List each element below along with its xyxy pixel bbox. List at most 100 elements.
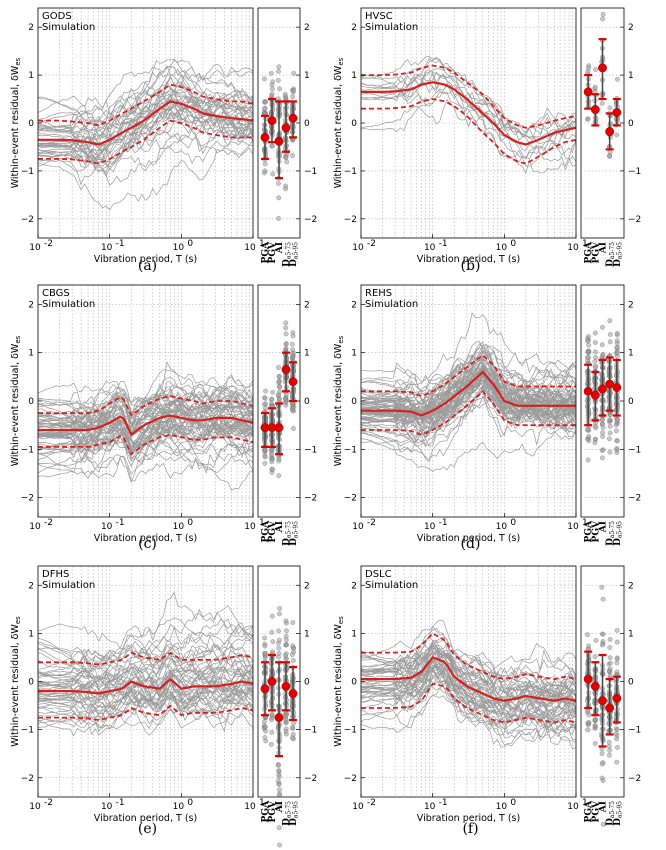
im-record-point <box>276 365 281 370</box>
y-axis-label: Within-event residual, δWes <box>333 616 345 747</box>
im-record-point <box>289 341 295 347</box>
im-y-tick-label: −2 <box>304 494 317 504</box>
im-record-point <box>607 339 613 345</box>
x-tick-exponent: 1 <box>259 239 265 249</box>
main-grid <box>38 566 253 797</box>
im-record-point <box>283 712 289 718</box>
im-record-point <box>270 639 276 644</box>
im-record-point <box>593 349 598 355</box>
y-tick-label: 2 <box>351 581 357 591</box>
im-record-point <box>586 348 591 354</box>
x-axis-label: Vibration period, T (s) <box>94 254 197 265</box>
im-mean-marker <box>598 384 607 394</box>
im-record-point <box>283 637 289 643</box>
im-record-point <box>614 338 620 344</box>
x-tick-exponent: -2 <box>44 518 53 528</box>
im-record-point <box>593 355 598 360</box>
im-record-point <box>276 181 281 186</box>
im-mean-marker <box>590 390 600 400</box>
im-record-point <box>283 155 289 161</box>
lower-bound-line <box>361 98 576 165</box>
im-record-point <box>269 82 275 88</box>
record-line <box>361 652 576 697</box>
im-record-point <box>283 396 289 402</box>
panel-title: DSLC <box>365 569 392 580</box>
y-tick-label: −2 <box>21 774 34 784</box>
y-tick-label: −1 <box>21 167 34 177</box>
im-record-point <box>276 802 281 808</box>
im-record-point <box>615 353 620 359</box>
im-record-point <box>615 344 620 350</box>
median-line <box>38 414 253 437</box>
record-line <box>38 65 253 113</box>
im-y-tick-label: 1 <box>628 629 634 639</box>
im-mean-marker <box>598 696 607 706</box>
record-line <box>361 660 576 708</box>
im-record-point <box>614 656 620 662</box>
record-line <box>361 669 576 731</box>
panel-caption: (d) <box>461 536 481 552</box>
im-record-point <box>262 735 268 740</box>
im-record-point <box>607 430 613 436</box>
im-y-tick-label: 2 <box>304 581 310 591</box>
im-y-tick-label: −1 <box>304 445 317 455</box>
im-record-point <box>615 76 620 82</box>
record-line <box>361 358 576 403</box>
im-label: AI <box>599 521 609 533</box>
record-line <box>38 686 253 725</box>
im-record-point <box>290 94 296 100</box>
im-record-point <box>269 143 275 149</box>
record-line <box>38 58 253 128</box>
y-tick-label: 0 <box>351 678 357 688</box>
y-tick-label: 0 <box>28 678 34 688</box>
im-record-point <box>283 731 289 737</box>
im-record-point <box>607 423 613 429</box>
im-record-point <box>291 71 297 76</box>
record-line <box>361 666 576 726</box>
im-label-subscript: a5-75 <box>609 521 616 538</box>
im-label-subscript: a5-95 <box>616 521 623 538</box>
im-record-point <box>270 389 275 395</box>
record-line <box>361 375 576 444</box>
record-line <box>38 415 253 449</box>
upper-bound-line <box>38 83 253 127</box>
im-record-point <box>600 631 606 637</box>
im-record-point <box>262 161 268 167</box>
im-record-point <box>290 88 296 93</box>
im-record-point <box>599 448 605 453</box>
record-line <box>361 694 576 743</box>
x-tick-label: 10 <box>424 522 436 532</box>
y-axis-label: Within-event residual, δWes <box>333 57 345 188</box>
im-record-point <box>262 461 268 466</box>
x-tick-exponent: 0 <box>187 798 193 808</box>
y-axis-label-main: Within-event residual, δW <box>333 624 344 747</box>
im-record-point <box>592 340 598 345</box>
im-mean-marker <box>281 681 291 691</box>
im-record-points <box>607 105 613 159</box>
im-record-point <box>608 660 613 666</box>
im-label: PGA <box>261 800 271 822</box>
im-record-point <box>263 99 268 105</box>
im-record-point <box>276 64 282 70</box>
im-y-tick-label: 1 <box>628 349 634 359</box>
im-label: Da5-95 <box>613 521 624 546</box>
im-record-point <box>599 417 605 423</box>
median-line <box>38 100 253 146</box>
im-mean-marker <box>274 713 284 723</box>
record-line <box>361 66 576 143</box>
x-tick-exponent: 1 <box>259 798 265 808</box>
y-axis-label-subscript: es <box>337 335 345 343</box>
x-tick-exponent: -2 <box>367 518 376 528</box>
im-label-main: D <box>282 259 292 267</box>
im-label-main: AI <box>599 801 609 813</box>
im-y-tick-label: −2 <box>628 215 641 225</box>
im-mean-marker <box>583 386 593 396</box>
im-label-main: PGA <box>261 241 271 263</box>
im-record-point <box>270 466 275 472</box>
im-record-point <box>592 359 598 364</box>
x-tick-label: 10 <box>244 243 256 253</box>
